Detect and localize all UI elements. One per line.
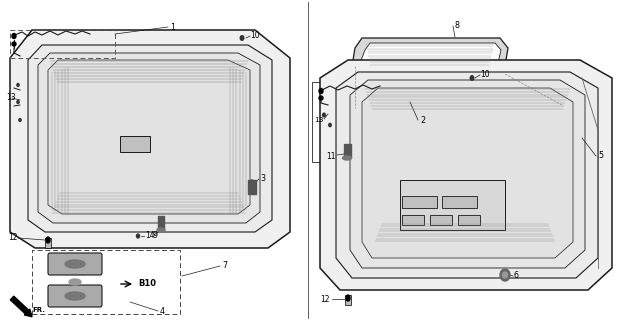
Text: 6: 6 — [514, 271, 519, 281]
Ellipse shape — [69, 279, 81, 285]
Ellipse shape — [65, 260, 85, 268]
Ellipse shape — [470, 76, 474, 80]
Polygon shape — [360, 43, 501, 68]
Ellipse shape — [65, 292, 85, 300]
Ellipse shape — [12, 34, 16, 38]
Text: 10: 10 — [480, 69, 489, 78]
Polygon shape — [28, 45, 272, 232]
Ellipse shape — [17, 100, 19, 103]
Bar — [248, 180, 256, 194]
Text: 13: 13 — [314, 117, 323, 123]
Ellipse shape — [322, 113, 326, 117]
Polygon shape — [10, 30, 290, 248]
Ellipse shape — [12, 42, 16, 46]
Text: 5: 5 — [598, 150, 603, 159]
Text: 10: 10 — [250, 30, 259, 39]
Ellipse shape — [46, 237, 50, 243]
Bar — [50, 255, 100, 273]
Ellipse shape — [240, 36, 244, 40]
Ellipse shape — [319, 89, 323, 93]
Ellipse shape — [136, 234, 139, 238]
FancyArrow shape — [10, 296, 32, 317]
Polygon shape — [336, 72, 598, 278]
Polygon shape — [350, 80, 585, 268]
Text: B10: B10 — [138, 279, 156, 289]
Bar — [158, 216, 164, 230]
Text: 3: 3 — [260, 173, 265, 182]
Bar — [10, 30, 115, 58]
Text: 9: 9 — [152, 231, 157, 241]
Ellipse shape — [157, 228, 165, 232]
Ellipse shape — [329, 124, 331, 127]
Ellipse shape — [251, 180, 254, 184]
Polygon shape — [352, 38, 508, 74]
Ellipse shape — [500, 269, 510, 281]
Text: FR.: FR. — [32, 307, 45, 313]
Text: 8: 8 — [455, 20, 460, 29]
Ellipse shape — [319, 96, 323, 100]
Bar — [345, 295, 351, 305]
Text: 1: 1 — [170, 22, 175, 31]
Bar — [430, 215, 452, 225]
Bar — [45, 238, 51, 248]
Bar — [344, 144, 351, 158]
Text: 11: 11 — [326, 151, 336, 161]
Text: 4: 4 — [160, 308, 165, 316]
Polygon shape — [38, 53, 260, 223]
Text: 12: 12 — [320, 295, 329, 305]
Ellipse shape — [346, 295, 350, 301]
Text: 12: 12 — [8, 234, 18, 243]
Bar — [442, 196, 477, 208]
Bar — [458, 215, 480, 225]
FancyBboxPatch shape — [48, 253, 102, 275]
Bar — [120, 136, 150, 152]
Ellipse shape — [342, 156, 351, 160]
Text: 14: 14 — [145, 231, 154, 241]
Bar — [402, 196, 437, 208]
Text: 2: 2 — [420, 116, 425, 124]
Bar — [32, 250, 180, 314]
Text: 13: 13 — [6, 93, 16, 102]
Bar — [312, 82, 417, 162]
FancyBboxPatch shape — [48, 285, 102, 307]
Polygon shape — [362, 88, 573, 258]
Ellipse shape — [19, 119, 21, 121]
Polygon shape — [320, 60, 612, 290]
Polygon shape — [48, 60, 250, 214]
Bar — [402, 215, 424, 225]
Ellipse shape — [17, 84, 19, 86]
Bar — [400, 180, 505, 230]
Ellipse shape — [503, 272, 508, 278]
Text: 7: 7 — [222, 260, 227, 269]
